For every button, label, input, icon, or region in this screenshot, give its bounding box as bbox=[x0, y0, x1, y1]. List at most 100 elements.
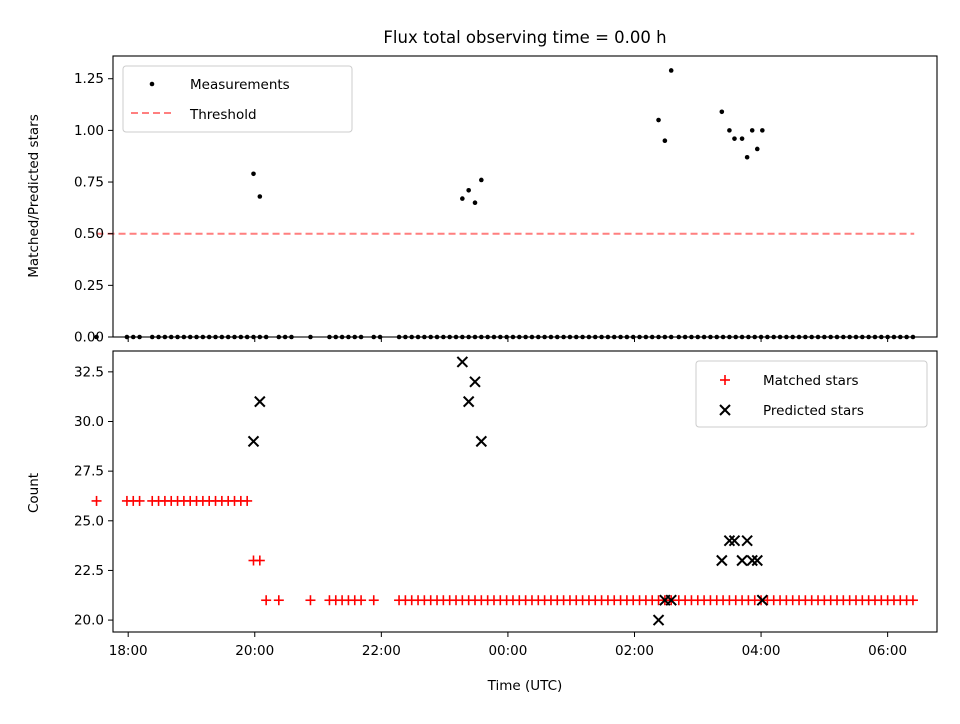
predicted-star-stroke-b bbox=[247, 435, 260, 448]
measurement-point bbox=[754, 146, 760, 152]
matched-star-point bbox=[368, 595, 379, 606]
predicted-star-stroke-b bbox=[462, 395, 475, 408]
measurement-point bbox=[251, 171, 256, 177]
measurement-point bbox=[732, 136, 737, 141]
predicted-star-point bbox=[746, 554, 758, 567]
predicted-star-point bbox=[247, 435, 260, 448]
predicted-star-point bbox=[469, 376, 481, 388]
bottom-x-axis-label: Time (UTC) bbox=[487, 678, 563, 694]
measurement-point bbox=[460, 196, 465, 201]
predicted-star-stroke-b bbox=[716, 554, 728, 567]
legend-predicted-marker bbox=[719, 404, 731, 416]
top-y-axis-label: Matched/Predicted stars bbox=[26, 114, 42, 277]
legend-measurements-marker bbox=[149, 81, 155, 87]
measurement-point bbox=[760, 128, 765, 133]
top-legend-box bbox=[122, 65, 353, 133]
top-y-tick-label: 1.25 bbox=[74, 71, 104, 87]
measurement-point bbox=[94, 334, 99, 340]
legend-predicted-stroke-b bbox=[719, 404, 731, 416]
bottom-y-tick-label: 27.5 bbox=[74, 464, 104, 480]
predicted-star-stroke-b bbox=[751, 554, 763, 567]
predicted-star-point bbox=[652, 614, 665, 626]
predicted-star-point bbox=[723, 534, 736, 547]
bottom-x-tick-label: 04:00 bbox=[742, 643, 781, 659]
matched-star-point bbox=[254, 555, 265, 566]
measurement-point bbox=[257, 194, 263, 199]
matched-star-point bbox=[134, 495, 145, 506]
predicted-star-point bbox=[736, 554, 748, 567]
predicted-star-stroke-b bbox=[728, 534, 741, 547]
measurement-point bbox=[466, 188, 471, 193]
predicted-star-stroke-b bbox=[665, 594, 677, 606]
predicted-star-stroke-b bbox=[456, 356, 469, 368]
measurement-point bbox=[744, 154, 750, 160]
bottom-x-tick-label: 00:00 bbox=[488, 643, 527, 659]
predicted-star-point bbox=[751, 554, 763, 567]
bottom-y-tick-label: 32.5 bbox=[74, 364, 104, 380]
top-y-tick-label: 0.00 bbox=[74, 330, 104, 346]
measurement-point bbox=[727, 128, 732, 133]
bottom-x-tick-label: 22:00 bbox=[362, 643, 401, 659]
predicted-star-point bbox=[665, 594, 677, 606]
predicted-star-point bbox=[462, 395, 475, 408]
matched-star-point bbox=[261, 595, 272, 606]
predicted-star-stroke-b bbox=[741, 534, 753, 547]
predicted-star-stroke-b bbox=[736, 554, 748, 567]
bottom-y-axis-label: Count bbox=[26, 473, 42, 513]
predicted-star-point bbox=[728, 534, 741, 547]
top-axes-frame bbox=[112, 55, 938, 338]
legend-matched-label: Matched stars bbox=[763, 373, 859, 389]
bottom-legend: Matched stars Predicted stars bbox=[695, 360, 928, 428]
bottom-y-tick-label: 25.0 bbox=[74, 513, 104, 529]
predicted-star-point bbox=[456, 356, 469, 368]
matched-star-point bbox=[907, 595, 918, 606]
matched-star-point bbox=[273, 595, 284, 606]
matched-star-point bbox=[305, 595, 316, 606]
top-y-tick-label: 0.50 bbox=[74, 226, 104, 242]
bottom-y-tick-label: 30.0 bbox=[74, 414, 104, 430]
predicted-star-point bbox=[254, 395, 266, 408]
measurement-point bbox=[472, 200, 478, 205]
matched-star-point bbox=[242, 495, 253, 506]
measurement-point bbox=[749, 128, 755, 133]
predicted-star-stroke-b bbox=[254, 395, 266, 408]
top-y-tick-label: 0.25 bbox=[74, 278, 104, 294]
legend-threshold-label: Threshold bbox=[189, 107, 257, 123]
bottom-x-tick-label: 02:00 bbox=[615, 643, 654, 659]
bottom-x-tick-label: 18:00 bbox=[109, 643, 148, 659]
matched-star-point bbox=[356, 595, 367, 606]
top-y-tick-label: 1.00 bbox=[74, 123, 104, 139]
bottom-plot-area: 20.0 22.5 25.0 27.5 30.0 32.5 18:00 20:00 22:00 0… bbox=[74, 350, 938, 659]
measurement-point bbox=[739, 136, 745, 141]
measurement-point bbox=[656, 117, 661, 123]
legend-matched-marker bbox=[720, 375, 730, 385]
predicted-star-stroke-b bbox=[469, 376, 481, 388]
legend-predicted-label: Predicted stars bbox=[763, 403, 864, 419]
measurement-point bbox=[479, 177, 484, 183]
chart-title: Flux total observing time = 0.00 h bbox=[383, 28, 666, 47]
top-plot-area: 0.00 0.25 0.50 0.75 1.00 1.25 Measurements Thre… bbox=[74, 55, 938, 346]
bottom-x-tick-label: 06:00 bbox=[868, 643, 907, 659]
bottom-legend-box bbox=[695, 360, 928, 428]
top-y-tick-label: 0.75 bbox=[74, 175, 104, 191]
bottom-y-tick-label: 20.0 bbox=[74, 613, 104, 629]
predicted-star-point bbox=[756, 594, 769, 606]
bottom-x-tick-label: 20:00 bbox=[235, 643, 274, 659]
predicted-star-point bbox=[741, 534, 753, 547]
predicted-star-stroke-b bbox=[652, 614, 665, 626]
measurement-point bbox=[668, 68, 674, 73]
predicted-star-stroke-b bbox=[723, 534, 736, 547]
top-legend: Measurements Threshold bbox=[122, 65, 353, 133]
predicted-star-point bbox=[716, 554, 728, 567]
bottom-y-tick-label: 22.5 bbox=[74, 563, 104, 579]
predicted-star-stroke-b bbox=[756, 594, 769, 606]
bottom-axes-frame bbox=[112, 350, 938, 633]
matched-star-point bbox=[91, 495, 102, 506]
predicted-star-stroke-b bbox=[475, 435, 488, 448]
measurement-point bbox=[719, 109, 725, 115]
predicted-star-point bbox=[475, 435, 488, 448]
legend-measurements-label: Measurements bbox=[190, 77, 290, 93]
measurement-point bbox=[662, 138, 668, 144]
